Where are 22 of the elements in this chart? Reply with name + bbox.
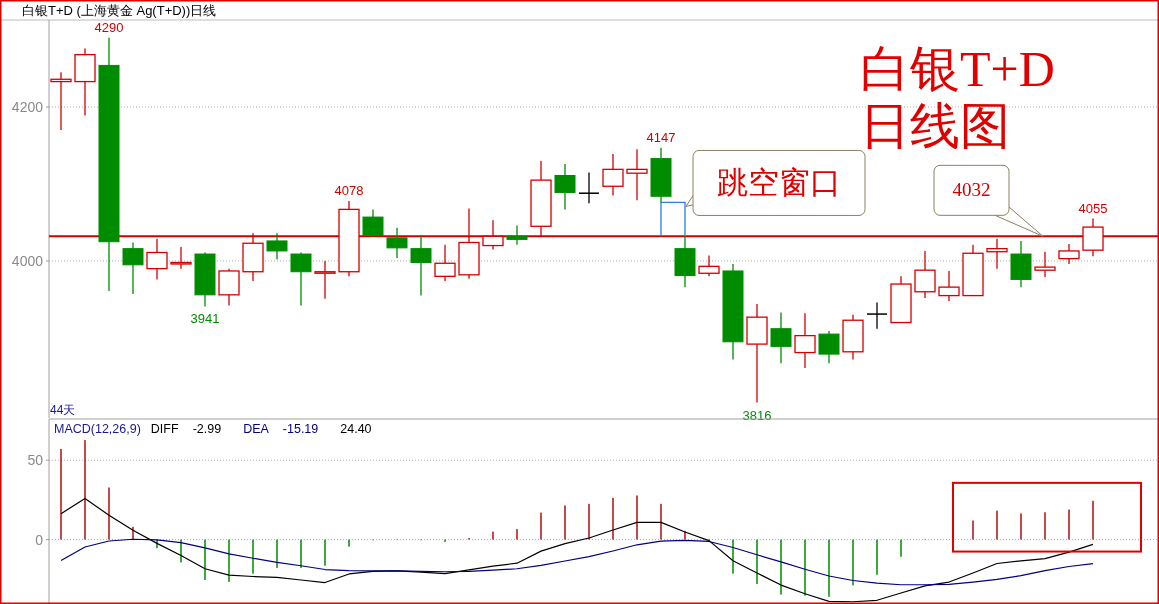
chart-title: 白银T+D (上海黄金 Ag(T+D))日线 xyxy=(22,3,217,18)
y-tick-label: 4200 xyxy=(11,98,44,115)
annotation: 4290 xyxy=(94,19,124,35)
annotation: 4055 xyxy=(1078,200,1108,216)
annotation: -2.99 xyxy=(192,422,222,436)
ref-line-label: 4032 xyxy=(952,179,991,201)
annotation: 44天 xyxy=(50,403,76,417)
y-tick-label: 4000 xyxy=(11,252,44,269)
annotation: 4147 xyxy=(646,129,676,145)
text: DIFF xyxy=(150,422,179,436)
chart-title: MACD(12,26,9) xyxy=(54,422,141,436)
annotation: -15.19 xyxy=(282,422,319,436)
y-tick-label: 0 xyxy=(35,531,44,548)
annotation: 跳空窗口 xyxy=(717,165,841,201)
annotation: 3816 xyxy=(742,407,772,423)
text: DEA xyxy=(243,422,270,436)
annotation: 日线图 xyxy=(860,98,1010,154)
annotation: 24.40 xyxy=(340,422,372,436)
annotation: 4078 xyxy=(334,182,364,198)
annotation: 3941 xyxy=(190,311,220,327)
y-tick-label: 50 xyxy=(27,452,44,469)
annotation: 白银T+D xyxy=(860,41,1055,97)
